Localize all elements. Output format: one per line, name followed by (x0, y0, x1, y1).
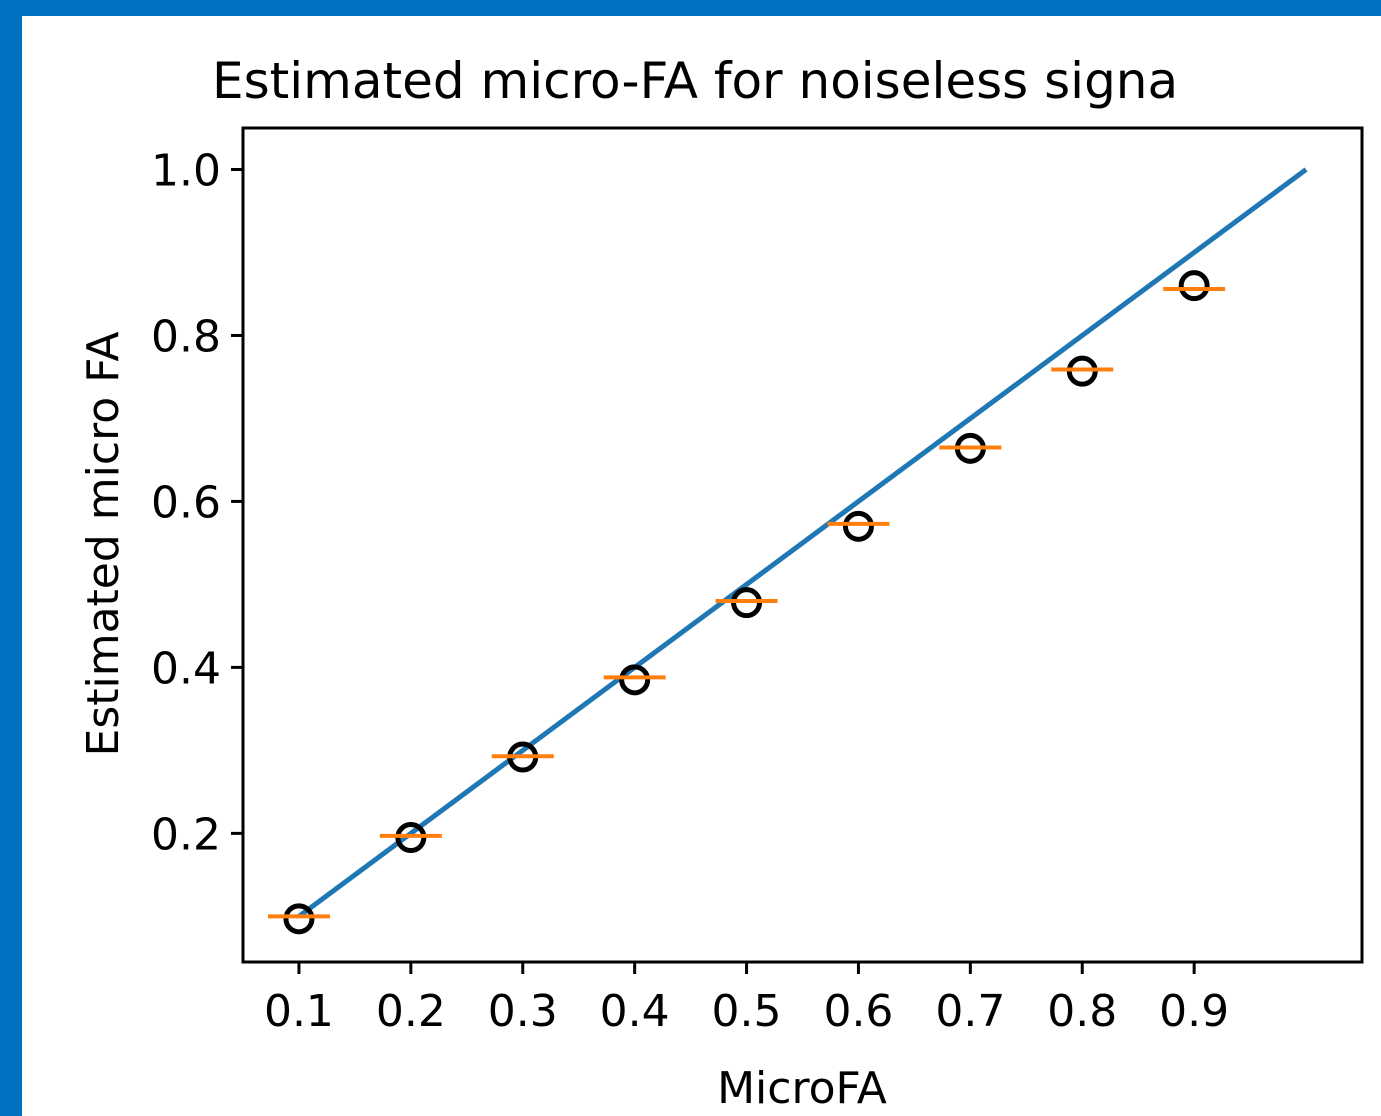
data-marks (267, 167, 1308, 935)
y-tick-label: 0.6 (151, 477, 221, 528)
x-tick-label: 0.7 (935, 986, 1005, 1037)
estimate-point (1178, 270, 1210, 302)
y-tick-label: 0.4 (151, 643, 221, 694)
x-tick-label: 0.9 (1159, 986, 1229, 1037)
x-tick-label: 0.5 (712, 986, 782, 1037)
plot-area (241, 126, 1364, 964)
x-axis-label: MicroFA (717, 1063, 887, 1114)
chart-title: Estimated micro-FA for noiseless signa (212, 52, 1178, 110)
x-tick-label: 0.2 (376, 986, 446, 1037)
y-tick-label: 1.0 (151, 145, 221, 196)
x-tick-label: 0.6 (823, 986, 893, 1037)
y-tick-label: 0.2 (151, 809, 221, 860)
figure-panel: Estimated micro-FA for noiseless signa M… (22, 16, 1381, 1116)
x-tick-label: 0.3 (488, 986, 558, 1037)
estimate-point (842, 510, 874, 542)
scatter-chart: Estimated micro-FA for noiseless signa M… (78, 52, 1364, 1114)
x-tick-label: 0.4 (600, 986, 670, 1037)
y-axis-label: Estimated micro FA (78, 332, 129, 757)
x-tick-label: 0.1 (264, 986, 334, 1037)
identity-line (297, 167, 1308, 919)
x-tick-label: 0.8 (1047, 986, 1117, 1037)
axis-ticks: 0.1 0.2 0.3 0.4 0.5 0.6 0.7 0.8 0.9 0.2 0.4 0.6 0.8 1… (151, 145, 1229, 1037)
estimate-point (283, 903, 315, 935)
estimate-point (619, 664, 651, 696)
y-tick-label: 0.8 (151, 311, 221, 362)
